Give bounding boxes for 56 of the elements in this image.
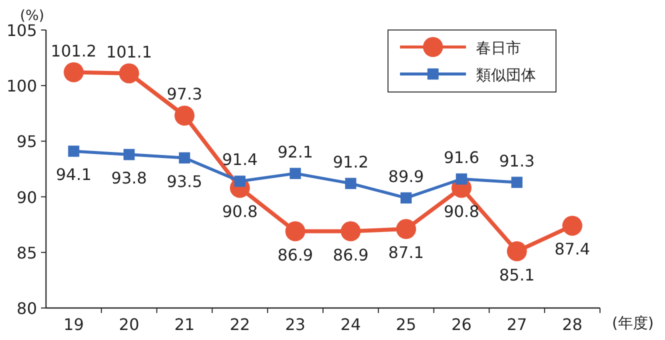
x-tick-label: 20 — [118, 315, 140, 334]
data-label: 101.1 — [106, 42, 152, 62]
point — [506, 241, 527, 262]
x-tick-label: 22 — [230, 315, 250, 334]
y-tick-label: 95 — [16, 132, 37, 152]
data-label: 92.1 — [277, 142, 314, 162]
data-label: 86.9 — [332, 245, 369, 264]
point — [345, 178, 356, 190]
y-tick-label: 100 — [6, 76, 37, 96]
point — [124, 148, 135, 160]
point — [396, 219, 416, 240]
y-tick-label: 90 — [16, 188, 37, 207]
y-tick-label: 80 — [16, 299, 37, 318]
point — [400, 192, 412, 204]
legend-label: 春日市 — [476, 39, 521, 57]
data-label: 90.8 — [222, 202, 258, 221]
data-label: 91.3 — [499, 151, 535, 170]
data-label: 87.4 — [554, 240, 590, 259]
data-label: 93.8 — [111, 168, 147, 188]
data-label: 87.1 — [388, 243, 424, 262]
x-tick-label: 27 — [506, 315, 528, 334]
data-label: 97.3 — [166, 84, 202, 104]
x-tick-label: 23 — [285, 315, 306, 334]
point — [456, 173, 468, 185]
data-label: 85.1 — [499, 265, 535, 284]
data-label: 91.6 — [444, 148, 480, 168]
x-tick-label: 24 — [340, 315, 361, 334]
x-axis-title: (年度) — [612, 314, 654, 332]
x-tick-label: 19 — [64, 315, 84, 334]
point — [290, 168, 301, 180]
data-label: 93.5 — [166, 172, 202, 191]
point — [174, 106, 194, 126]
point — [68, 146, 80, 157]
point — [285, 221, 306, 242]
x-tick-label: 21 — [174, 315, 195, 334]
point — [234, 176, 246, 187]
x-tick-label: 25 — [396, 315, 416, 334]
point — [119, 63, 140, 84]
data-label: 91.2 — [332, 152, 369, 172]
point — [511, 176, 522, 188]
legend-label: 類似団体 — [476, 66, 536, 84]
data-label: 89.9 — [388, 166, 424, 186]
y-axis-title: (%) — [20, 8, 44, 24]
x-tick-label: 26 — [451, 315, 472, 334]
data-label: 91.4 — [222, 150, 258, 170]
data-label: 94.1 — [56, 165, 92, 184]
x-tick-label: 28 — [562, 315, 582, 334]
y-tick-label: 85 — [16, 243, 37, 262]
data-label: 86.9 — [277, 245, 314, 264]
point — [340, 221, 361, 242]
point — [64, 62, 84, 82]
point — [178, 152, 190, 164]
point — [562, 216, 582, 236]
data-label: 101.2 — [50, 41, 97, 60]
data-label: 90.8 — [444, 202, 480, 221]
y-tick-label: 105 — [6, 21, 37, 40]
